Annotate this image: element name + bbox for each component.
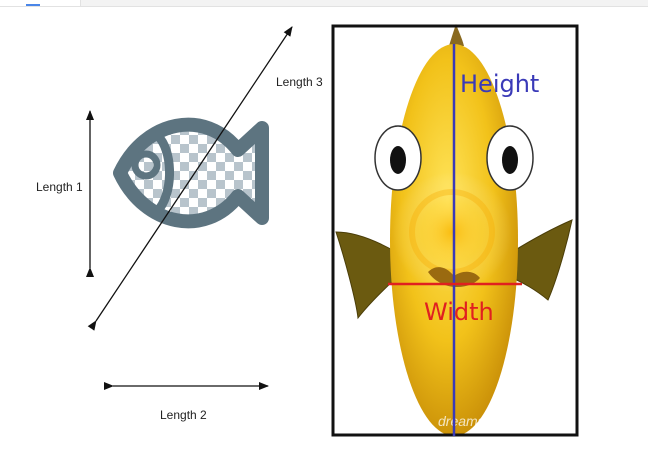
length2-label: Length 2 bbox=[160, 408, 207, 422]
width-label: Width bbox=[424, 298, 494, 326]
height-label: Height bbox=[460, 70, 539, 98]
simple-fish-icon bbox=[113, 117, 269, 229]
browser-tab[interactable] bbox=[0, 0, 81, 6]
browser-top-strip bbox=[0, 0, 648, 7]
length1-label: Length 1 bbox=[36, 180, 83, 194]
length3-label: Length 3 bbox=[276, 75, 323, 89]
length3-arrow bbox=[87, 26, 293, 331]
left-fin-icon bbox=[335, 231, 397, 320]
right-fin-icon bbox=[511, 219, 573, 301]
tab-chevron-icon bbox=[26, 0, 40, 6]
watermark-text: dreamstime.com bbox=[438, 413, 542, 429]
